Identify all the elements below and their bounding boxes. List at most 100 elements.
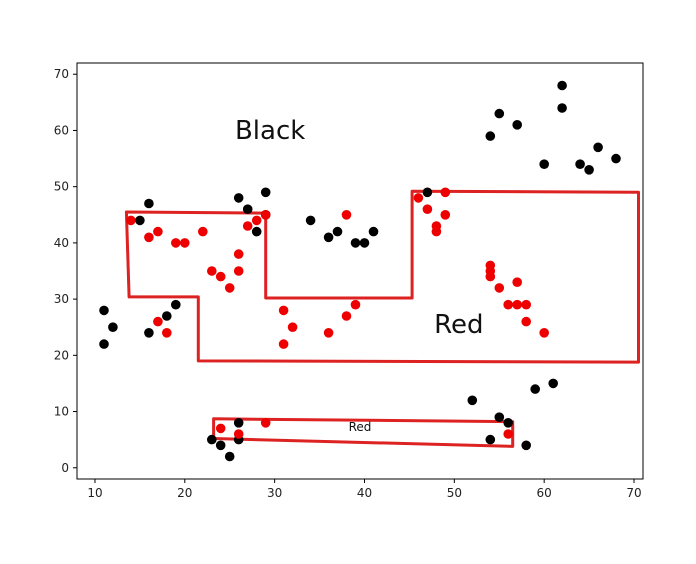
data-point — [368, 226, 379, 237]
data-point — [503, 429, 513, 439]
data-point — [539, 159, 549, 169]
data-point — [224, 283, 235, 293]
x-tick-label: 50 — [447, 486, 462, 500]
data-point — [512, 120, 522, 130]
data-point — [332, 226, 343, 237]
data-point — [503, 299, 513, 310]
data-point — [278, 339, 289, 349]
y-tick-label: 10 — [54, 405, 69, 419]
data-point — [557, 103, 567, 113]
data-point — [144, 232, 154, 243]
data-point — [548, 378, 558, 389]
data-point — [422, 204, 433, 214]
data-point — [593, 142, 603, 153]
data-point — [144, 198, 154, 209]
data-point — [359, 238, 370, 248]
data-point — [215, 271, 226, 282]
data-point — [521, 299, 531, 310]
annotation-label: Red — [434, 310, 483, 340]
data-point — [431, 226, 442, 237]
data-point — [251, 226, 262, 237]
data-point — [144, 328, 154, 338]
data-point — [494, 283, 505, 293]
axis-layer: 10 20 30 40 50 60 70 0 10 20 30 40 50 60 70 — [54, 67, 642, 500]
data-point — [341, 210, 352, 220]
data-point — [323, 328, 334, 338]
data-point — [260, 187, 271, 198]
data-point — [162, 328, 172, 338]
x-tick-label: 10 — [87, 486, 102, 500]
data-point — [278, 305, 289, 316]
data-point — [512, 277, 522, 288]
point-layer — [99, 80, 621, 462]
data-point — [440, 210, 451, 220]
data-point — [207, 434, 217, 445]
data-point — [108, 322, 118, 333]
data-point — [287, 322, 298, 333]
annotation-label: Black — [235, 116, 305, 146]
data-point — [126, 215, 136, 226]
region-boundary-1 — [212, 417, 515, 448]
data-point — [494, 108, 505, 119]
data-point — [171, 299, 181, 310]
data-point — [485, 131, 496, 141]
data-point — [135, 215, 145, 226]
data-point — [260, 210, 271, 220]
data-point — [584, 165, 594, 175]
data-point — [341, 311, 352, 321]
data-point — [233, 429, 244, 439]
y-tick-label: 50 — [54, 180, 69, 194]
y-tick-label: 60 — [54, 123, 69, 137]
data-point — [422, 187, 433, 198]
annotation-layer: Black Red Red — [235, 116, 484, 434]
x-tick-label: 40 — [357, 486, 372, 500]
data-point — [251, 215, 262, 226]
plot-area — [76, 62, 644, 480]
data-point — [207, 266, 217, 276]
x-tick-label: 30 — [267, 486, 282, 500]
y-tick-label: 40 — [54, 236, 69, 250]
data-point — [512, 299, 522, 310]
data-point — [494, 412, 505, 423]
data-point — [530, 384, 540, 394]
data-point — [521, 316, 531, 327]
data-point — [557, 80, 567, 91]
data-point — [233, 418, 244, 428]
data-point — [575, 159, 585, 169]
y-tick-label: 30 — [54, 292, 69, 306]
data-point — [485, 271, 496, 282]
y-tick-label: 0 — [61, 461, 69, 475]
data-point — [180, 238, 190, 248]
data-point — [215, 423, 226, 434]
x-tick-label: 60 — [537, 486, 552, 500]
data-point — [539, 328, 549, 338]
data-point — [153, 226, 163, 237]
x-tick-label: 70 — [626, 486, 641, 500]
data-point — [503, 418, 513, 428]
data-point — [521, 440, 531, 451]
y-tick-label: 20 — [54, 348, 69, 362]
data-point — [485, 434, 496, 445]
data-point — [198, 226, 208, 237]
data-point — [233, 193, 244, 203]
region-layer — [124, 189, 640, 448]
data-point — [305, 215, 316, 226]
data-point — [233, 249, 244, 259]
data-point — [233, 266, 244, 276]
data-point — [153, 316, 163, 327]
data-point — [440, 187, 451, 198]
data-point — [162, 311, 172, 321]
data-point — [350, 238, 361, 248]
data-point — [215, 440, 226, 451]
data-point — [242, 204, 253, 214]
data-point — [224, 451, 235, 462]
data-point — [242, 221, 253, 231]
y-tick-label: 70 — [54, 67, 69, 81]
data-point — [99, 305, 109, 316]
data-point — [350, 299, 361, 310]
data-point — [260, 418, 271, 428]
region-boundary-0 — [124, 189, 640, 364]
data-point — [171, 238, 181, 248]
data-point — [323, 232, 334, 243]
